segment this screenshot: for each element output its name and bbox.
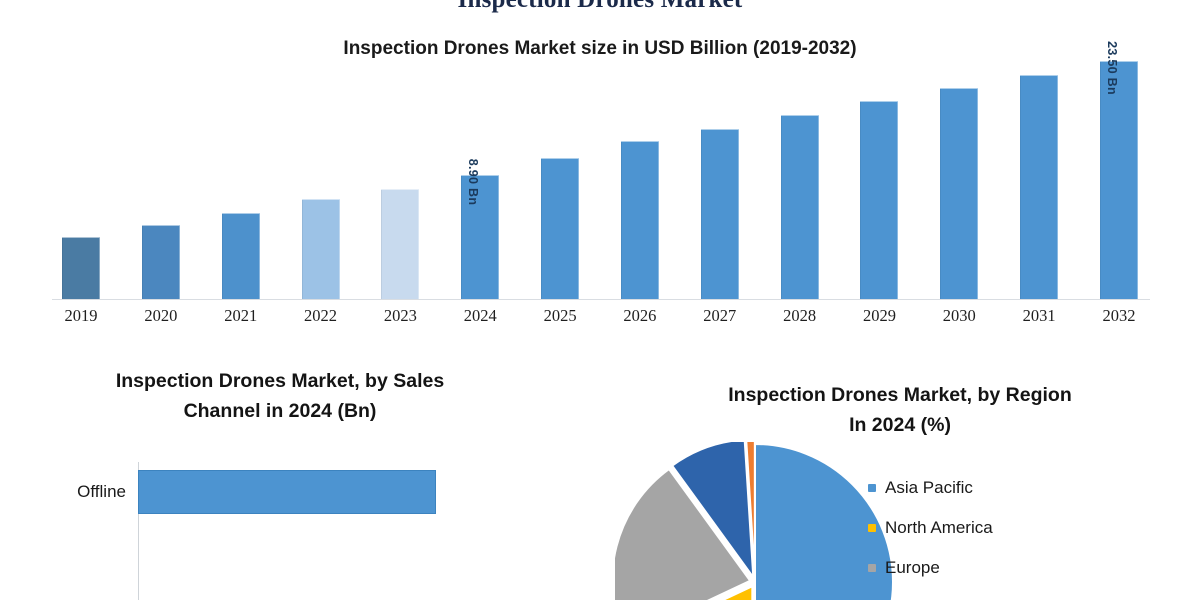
bar-chart-plot-area: 8.90 Bn 23.50 Bn xyxy=(44,41,1156,299)
x-tick-2029: 2029 xyxy=(862,306,896,325)
legend-swatch-icon xyxy=(868,564,876,572)
bar-value-label-2032: 23.50 Bn xyxy=(1104,41,1119,95)
x-tick-2031: 2031 xyxy=(1022,306,1056,325)
bar-value-label-2024: 8.90 Bn xyxy=(466,158,481,206)
bar-cell xyxy=(763,60,837,299)
bar-cell xyxy=(683,60,757,299)
x-tick-2023: 2023 xyxy=(383,306,417,325)
market-size-bar-chart: 8.90 Bn 23.50 Bn xyxy=(44,41,1156,305)
bar-2032: 23.50 Bn xyxy=(1099,41,1138,299)
x-tick-2021: 2021 xyxy=(224,306,258,325)
bar-2027 xyxy=(700,129,739,299)
bar-2022 xyxy=(301,199,340,299)
bar-cell xyxy=(363,60,437,299)
bar-cell xyxy=(603,60,677,299)
bar-2024: 8.90 Bn xyxy=(461,159,500,299)
pie-slice-middle-east-africa xyxy=(745,442,756,578)
page-title: Inspection Drones Market xyxy=(0,0,1200,14)
bar-2026 xyxy=(620,141,659,299)
legend-label-europe: Europe xyxy=(885,558,940,577)
legend-swatch-icon xyxy=(868,484,876,492)
x-tick-2032: 2032 xyxy=(1102,306,1136,325)
legend-label-north-america: North America xyxy=(885,518,993,537)
x-tick-2030: 2030 xyxy=(942,306,976,325)
x-tick-2022: 2022 xyxy=(304,306,338,325)
bar-cell xyxy=(284,60,358,299)
bar-cell xyxy=(204,60,278,299)
region-panel: Inspection Drones Market, by Region In 2… xyxy=(600,380,1200,600)
bar-cell xyxy=(124,60,198,299)
bar-chart-baseline xyxy=(52,299,1150,300)
bar-cell: 8.90 Bn xyxy=(443,60,517,299)
legend-row: North America xyxy=(868,518,993,538)
legend-label-asia-pacific: Asia Pacific xyxy=(885,478,973,497)
x-tick-2025: 2025 xyxy=(543,306,577,325)
bar-cell xyxy=(842,60,916,299)
bar-2025 xyxy=(541,158,580,299)
x-tick-2026: 2026 xyxy=(623,306,657,325)
sales-channel-panel: Inspection Drones Market, by Sales Chann… xyxy=(0,366,560,600)
sales-channel-bar-chart: Offline xyxy=(0,462,560,600)
bar-2021 xyxy=(221,213,260,299)
bar-cell xyxy=(922,60,996,299)
x-tick-2027: 2027 xyxy=(703,306,737,325)
pie-slice-south-america xyxy=(670,442,755,581)
bar-cell xyxy=(523,60,597,299)
x-tick-2019: 2019 xyxy=(64,306,98,325)
bar-2029 xyxy=(860,101,899,299)
pie-slice-europe xyxy=(615,467,752,600)
legend-row: Europe xyxy=(868,558,993,578)
legend-row: Asia Pacific xyxy=(868,478,993,498)
legend-swatch-icon xyxy=(868,524,876,532)
bar-chart-subtitle: Inspection Drones Market size in USD Bil… xyxy=(343,38,857,59)
x-tick-2024: 2024 xyxy=(463,306,497,325)
bar-2028 xyxy=(780,115,819,299)
region-pie-legend: Asia Pacific North America Europe xyxy=(868,478,993,578)
region-title-line2: In 2024 (%) xyxy=(849,414,951,436)
pie-slice-asia-pacific xyxy=(754,442,894,600)
sales-channel-title-line2: Channel in 2024 (Bn) xyxy=(183,400,377,422)
bar-2030 xyxy=(940,88,979,299)
channel-row: Offline xyxy=(0,470,560,514)
channel-bar-offline xyxy=(138,470,436,514)
pie-slice-north-america xyxy=(720,584,754,600)
channel-label-offline: Offline xyxy=(77,482,126,501)
bar-2019 xyxy=(62,237,100,299)
bar-2023 xyxy=(381,189,420,299)
bar-2020 xyxy=(141,225,180,299)
bar-cell: 23.50 Bn xyxy=(1082,41,1156,299)
region-pie-wrap xyxy=(615,442,895,600)
sales-channel-axis xyxy=(138,462,139,600)
bar-cell xyxy=(44,60,118,299)
region-title-line1: Inspection Drones Market, by Region xyxy=(728,384,1072,406)
region-pie-chart xyxy=(615,442,894,600)
x-tick-2028: 2028 xyxy=(783,306,817,325)
x-tick-2020: 2020 xyxy=(144,306,178,325)
bar-2031 xyxy=(1020,75,1059,299)
sales-channel-title-line1: Inspection Drones Market, by Sales xyxy=(115,370,445,392)
bar-cell xyxy=(1002,60,1076,299)
bar-chart-x-axis-labels: 2019 2020 2021 2022 2023 2024 2025 2026 2027 2028… xyxy=(44,306,1156,332)
